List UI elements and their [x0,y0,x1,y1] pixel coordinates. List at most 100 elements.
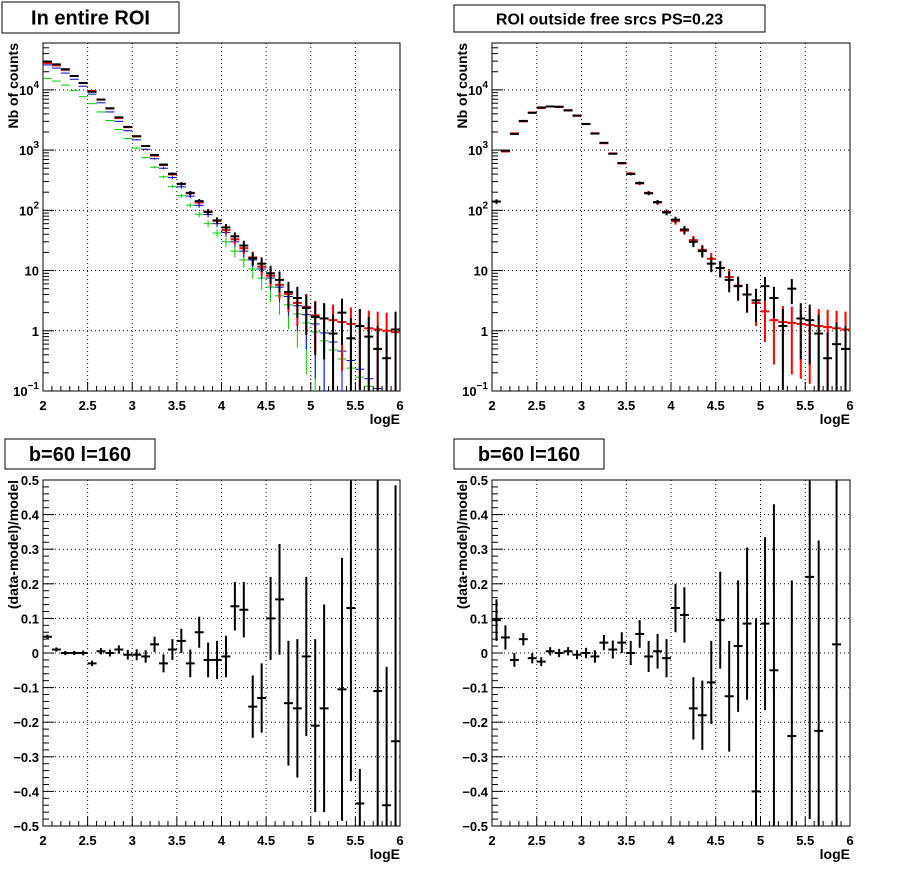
data-point [626,640,636,666]
data-point [715,571,725,669]
data-point [662,209,671,216]
data-point [554,648,564,658]
y-tick-label: 10 [25,264,39,279]
data-point [266,265,276,284]
x-tick-label: 5.5 [346,398,364,413]
data-point [239,240,249,252]
data-point [581,647,591,659]
chart-title: b=60 l=160 [478,444,580,466]
data-point [751,288,761,322]
data-point [500,149,510,152]
data-point [527,111,537,114]
series-1 [43,77,397,391]
data-point [132,135,142,138]
y-tick-label: −0.1 [13,681,39,696]
grid [492,480,850,826]
data-point [536,657,546,667]
data-point [141,144,151,147]
data-point [221,237,231,248]
data-point [814,540,824,826]
x-tick-label: 6 [846,398,853,413]
data-point [310,302,320,355]
data-point [769,286,779,319]
y-tick-label: 0.5 [21,473,39,488]
x-tick-label: 4.5 [257,398,275,413]
data-point [492,199,501,204]
y-tick-label: −0.5 [462,819,488,834]
data-point [644,191,654,196]
data-point [257,257,267,273]
data-point [715,261,725,278]
data-point [159,654,168,673]
y-tick-label: 0.5 [470,473,488,488]
data-point [653,633,663,669]
series-4 [43,60,400,391]
data-point [292,639,302,778]
data-point [805,304,815,365]
data-point [221,635,231,678]
y-axis-label: Nb of counts [454,43,470,129]
data-point [230,232,240,242]
plot-area [43,480,400,826]
plot-frame [42,42,401,392]
x-tick-label: 4 [667,833,675,848]
y-tick-label: 0.1 [21,611,39,626]
y-tick-label: 0 [481,646,488,661]
x-tick-label: 2 [39,398,46,413]
data-point [96,98,106,101]
data-point [671,216,680,223]
data-point [653,199,663,205]
data-point [230,582,240,631]
y-tick-label: −0.4 [462,784,488,799]
x-tick-label: 4.5 [257,833,275,848]
y-tick-label: −0.3 [13,750,39,765]
data-point [769,504,779,826]
plot-frame [42,479,401,827]
data-point [391,311,400,391]
data-point [167,172,177,176]
data-point [301,576,311,737]
grid [492,43,850,391]
data-point [60,650,70,656]
x-tick-label: 4 [218,833,226,848]
data-point [814,314,824,391]
y-tick-label: 102 [468,200,488,218]
data-point [545,647,555,656]
data-point [346,480,356,782]
x-tick-label: 3.5 [168,398,186,413]
series-1 [492,480,842,826]
data-point [87,90,97,93]
data-point [697,680,707,750]
data-point [617,161,627,165]
data-point [283,281,293,309]
data-point [43,634,52,639]
y-axis-label: (data-model)/model [5,480,21,609]
data-point [185,649,195,678]
data-point [176,182,186,186]
x-tick-label: 5 [307,398,314,413]
data-point [114,120,124,122]
data-point [355,309,365,390]
x-tick-label: 2.5 [79,398,97,413]
title-box [453,438,605,470]
x-tick-label: 6 [846,833,853,848]
x-tick-label: 4 [218,398,226,413]
chart-title: b=60 l=160 [29,444,131,466]
data-point [114,645,124,654]
data-point [319,303,329,360]
y-tick-label: 10 [474,264,488,279]
data-point [391,485,400,826]
data-point [87,660,97,667]
data-point [733,276,743,301]
plot-area [492,480,842,826]
data-point [114,128,124,131]
x-tick-label: 2.5 [79,833,97,848]
data-point [337,557,347,821]
data-point [742,283,752,313]
data-point [823,332,833,391]
data-point [679,587,689,643]
data-point [275,271,284,293]
y-tick-label: 0.3 [470,542,488,557]
x-tick-label: 5.5 [796,398,814,413]
